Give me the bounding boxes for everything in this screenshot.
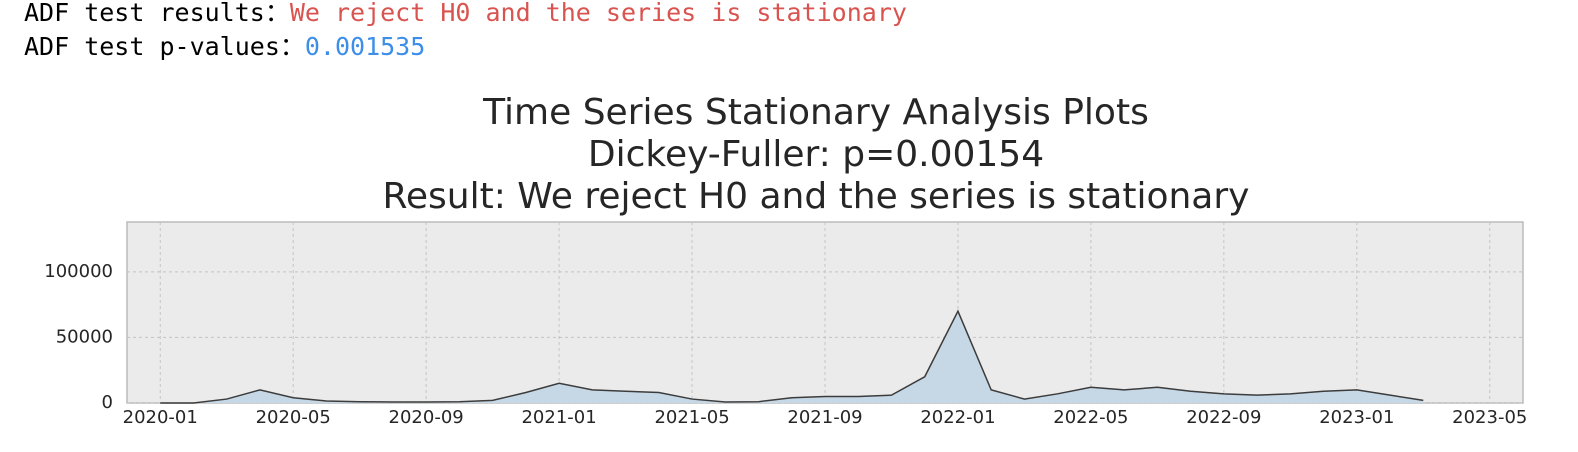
output-label: ADF test p-values： xyxy=(24,32,305,61)
output-value: We reject H0 and the series is stationar… xyxy=(289,0,907,27)
x-tick-label: 2021-05 xyxy=(654,407,729,428)
chart-title: Time Series Stationary Analysis Plots xyxy=(482,92,1149,133)
x-tick-label: 2022-09 xyxy=(1186,407,1261,428)
chart-title: Dickey-Fuller: p=0.00154 xyxy=(588,134,1044,175)
output-label: ADF test results： xyxy=(24,0,290,27)
x-tick-label: 2023-05 xyxy=(1452,407,1527,428)
x-tick-label: 2021-09 xyxy=(787,407,862,428)
y-tick-label: 50000 xyxy=(56,326,113,347)
x-tick-label: 2021-01 xyxy=(521,407,596,428)
output-line: ADF test results：We reject H0 and the se… xyxy=(24,0,907,29)
x-tick-label: 2020-01 xyxy=(123,407,198,428)
x-tick-label: 2023-01 xyxy=(1319,407,1394,428)
line xyxy=(160,309,1424,404)
y-tick-label: 100000 xyxy=(44,261,113,282)
x-tick-label: 2020-05 xyxy=(256,407,331,428)
x-tick-label: 2022-05 xyxy=(1053,407,1128,428)
x-tick-label: 2020-09 xyxy=(389,407,464,428)
output-value: 0.001535 xyxy=(304,32,426,61)
x-tick-label: 2022-01 xyxy=(920,407,995,428)
output-line: ADF test p-values：0.001535 xyxy=(24,27,425,63)
chart-title: Result: We reject H0 and the series is s… xyxy=(383,176,1250,217)
y-tick-label: 0 xyxy=(102,392,113,413)
